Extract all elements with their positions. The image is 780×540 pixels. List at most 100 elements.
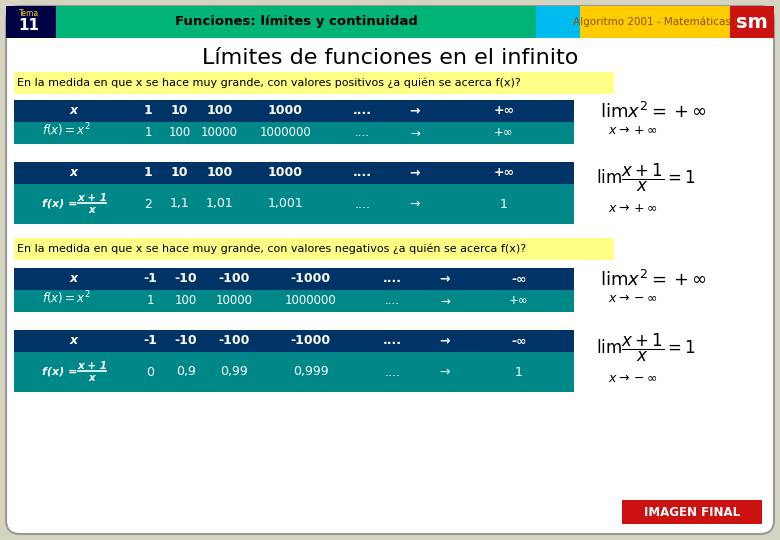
Text: ....: .... (353, 105, 372, 118)
Text: -10: -10 (175, 334, 197, 348)
Text: x: x (70, 105, 78, 118)
Text: $f(x) = x^2$: $f(x) = x^2$ (41, 121, 90, 139)
Bar (14, 268, 574, 290)
Text: 10000: 10000 (201, 126, 238, 139)
Bar (580, 6, 730, 38)
Text: →: → (410, 166, 420, 179)
Text: -1000: -1000 (290, 334, 331, 348)
Text: x + 1: x + 1 (77, 361, 107, 371)
Text: →: → (440, 294, 450, 307)
Text: Límites de funciones en el infinito: Límites de funciones en el infinito (202, 48, 578, 68)
Bar (14, 162, 574, 184)
Text: $\lim\dfrac{x+1}{x}=1$: $\lim\dfrac{x+1}{x}=1$ (596, 162, 696, 194)
Text: →: → (410, 105, 420, 118)
Text: ....: .... (355, 126, 370, 139)
Text: x: x (70, 334, 78, 348)
Text: 100: 100 (207, 105, 232, 118)
Text: -100: -100 (218, 334, 250, 348)
Text: 10: 10 (171, 105, 188, 118)
FancyBboxPatch shape (6, 6, 774, 534)
Text: x: x (89, 205, 95, 215)
Text: Funciones: límites y continuidad: Funciones: límites y continuidad (175, 16, 417, 29)
Bar (14, 122, 574, 144)
Text: -∞: -∞ (511, 334, 526, 348)
Text: Algoritmo 2001 - Matemáticas I: Algoritmo 2001 - Matemáticas I (573, 17, 737, 27)
Text: ....: .... (354, 198, 370, 211)
Text: $x\rightarrow+\infty$: $x\rightarrow+\infty$ (608, 124, 658, 137)
Text: 1: 1 (515, 366, 523, 379)
Text: →: → (410, 198, 420, 211)
Bar (730, 6, 774, 38)
Bar (6, 6, 56, 38)
Text: x: x (89, 373, 95, 383)
Text: ....: .... (383, 334, 402, 348)
Text: $f(x) = x^2$: $f(x) = x^2$ (41, 289, 90, 307)
Text: En la medida en que x se hace muy grande, con valores negativos ¿a quién se acer: En la medida en que x se hace muy grande… (17, 244, 526, 254)
Text: 0,999: 0,999 (292, 366, 328, 379)
Text: -1000: -1000 (290, 273, 331, 286)
Text: →: → (440, 334, 450, 348)
Text: ....: .... (385, 294, 400, 307)
Bar (622, 500, 762, 524)
Bar (14, 352, 574, 392)
Bar (56, 6, 536, 38)
Bar (14, 238, 614, 260)
Text: 1: 1 (144, 166, 152, 179)
Text: x: x (70, 166, 78, 179)
Text: -∞: -∞ (511, 273, 526, 286)
Text: f(x) =: f(x) = (42, 367, 78, 377)
Text: x: x (70, 273, 78, 286)
Text: 0,99: 0,99 (220, 366, 248, 379)
Text: 1000000: 1000000 (260, 126, 311, 139)
Text: IMAGEN FINAL: IMAGEN FINAL (644, 505, 740, 518)
Bar (14, 330, 574, 352)
Text: $x\rightarrow-\infty$: $x\rightarrow-\infty$ (608, 372, 658, 384)
Text: +∞: +∞ (509, 294, 529, 307)
Text: 1,01: 1,01 (206, 198, 233, 211)
Text: 10: 10 (171, 166, 188, 179)
Text: 1: 1 (500, 198, 508, 211)
Bar (14, 72, 614, 94)
Text: -1: -1 (143, 273, 157, 286)
Text: 1,001: 1,001 (268, 198, 303, 211)
Text: -100: -100 (218, 273, 250, 286)
Text: 1000: 1000 (268, 105, 303, 118)
Text: ....: .... (385, 366, 400, 379)
Text: -1: -1 (143, 334, 157, 348)
Text: +∞: +∞ (495, 126, 514, 139)
Text: →: → (440, 273, 450, 286)
Text: En la medida en que x se hace muy grande, con valores positivos ¿a quién se acer: En la medida en que x se hace muy grande… (17, 78, 521, 88)
Text: $\lim\dfrac{x+1}{x}=1$: $\lim\dfrac{x+1}{x}=1$ (596, 332, 696, 364)
Text: +∞: +∞ (494, 105, 515, 118)
Text: Tema: Tema (19, 10, 39, 18)
Text: →: → (410, 126, 420, 139)
Bar (14, 100, 574, 122)
Text: 100: 100 (168, 126, 190, 139)
Text: 100: 100 (175, 294, 197, 307)
Text: $\lim x^2 = +\infty$: $\lim x^2 = +\infty$ (600, 102, 707, 122)
Text: $\lim x^2 = +\infty$: $\lim x^2 = +\infty$ (600, 270, 707, 290)
Text: 10000: 10000 (215, 294, 253, 307)
Text: 1: 1 (144, 126, 152, 139)
Text: f(x) =: f(x) = (42, 199, 78, 209)
Text: 0: 0 (146, 366, 154, 379)
Text: x + 1: x + 1 (77, 193, 107, 203)
Text: $x\rightarrow+\infty$: $x\rightarrow+\infty$ (608, 201, 658, 214)
Text: 1: 1 (147, 294, 154, 307)
Text: 100: 100 (207, 166, 232, 179)
Text: +∞: +∞ (494, 166, 515, 179)
Text: 1000000: 1000000 (285, 294, 336, 307)
Text: ....: .... (353, 166, 372, 179)
Text: -10: -10 (175, 273, 197, 286)
Text: 1000: 1000 (268, 166, 303, 179)
Text: →: → (440, 366, 450, 379)
Text: 1,1: 1,1 (169, 198, 190, 211)
Text: $x\rightarrow-\infty$: $x\rightarrow-\infty$ (608, 292, 658, 305)
Text: ....: .... (383, 273, 402, 286)
Text: 2: 2 (144, 198, 152, 211)
Bar (14, 184, 574, 224)
Text: 11: 11 (19, 18, 40, 33)
Text: 0,9: 0,9 (176, 366, 196, 379)
Bar (536, 6, 580, 38)
Bar (14, 290, 574, 312)
